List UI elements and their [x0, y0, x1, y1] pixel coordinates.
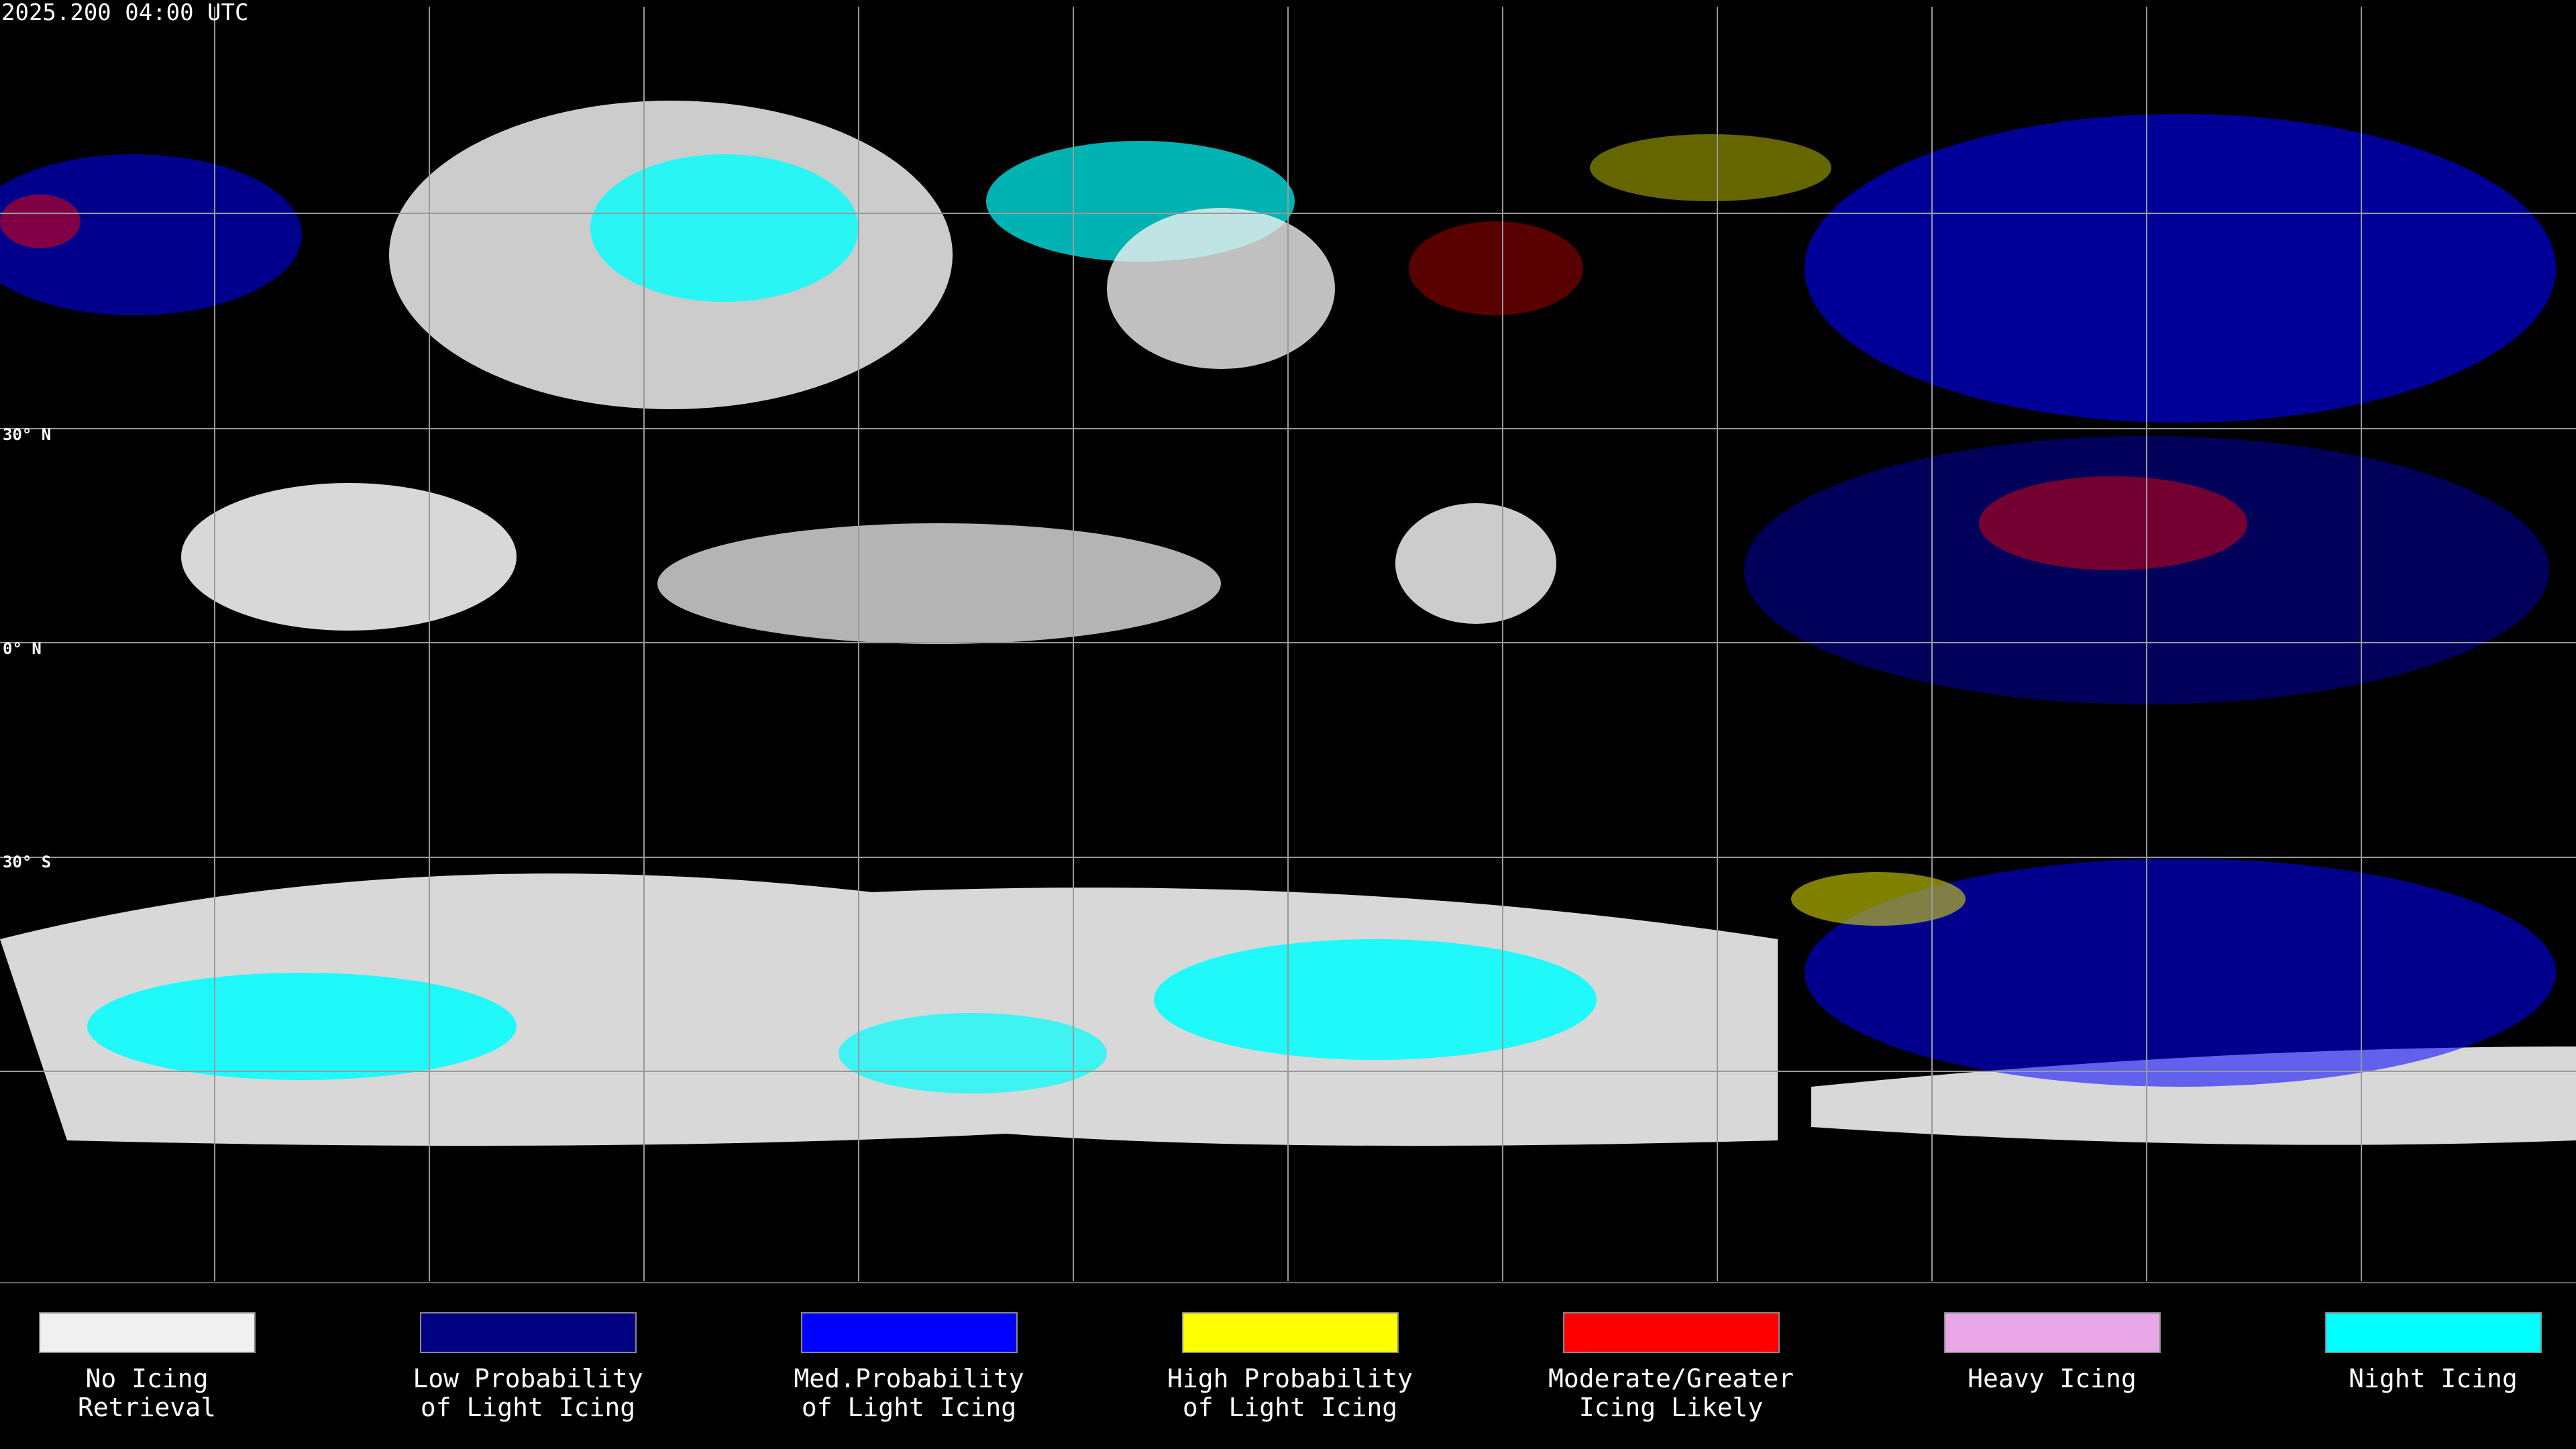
latitude-label: 30° S	[3, 853, 51, 871]
no-icing-area	[657, 523, 1221, 644]
icing-area	[1805, 114, 2556, 423]
legend-label: Low Probability	[413, 1364, 643, 1393]
icing-area	[1791, 872, 1966, 926]
icing-area	[1979, 476, 2247, 570]
icing-area	[1590, 134, 1831, 201]
icing-area	[0, 195, 80, 248]
legend-label: High Probability	[1167, 1364, 1413, 1393]
night-icing-area	[1154, 939, 1597, 1060]
legend-label: of Light Icing	[802, 1393, 1016, 1422]
legend-label: Moderate/Greater	[1548, 1364, 1794, 1393]
legend-label: Night Icing	[2349, 1364, 2518, 1393]
legend-label: Med.Probability	[794, 1364, 1024, 1393]
no-icing-area	[1395, 503, 1556, 624]
latitude-labels: 30° N 0° N 30° S	[3, 425, 51, 871]
legend-swatch	[1563, 1312, 1780, 1353]
legend-label: of Light Icing	[1183, 1393, 1397, 1422]
no-icing-area	[181, 483, 517, 631]
legend-swatch	[39, 1312, 256, 1353]
legend-swatch	[2325, 1312, 2542, 1353]
no-icing-area	[1107, 208, 1335, 369]
timestamp: 2025.200 04:00 UTC	[1, 0, 248, 26]
graticule	[0, 7, 2576, 1283]
latitude-label: 0° N	[3, 639, 42, 658]
legend-label: No Icing	[85, 1364, 208, 1393]
legend-swatch	[1944, 1312, 2161, 1353]
legend-swatch	[420, 1312, 637, 1353]
latitude-label: 30° N	[3, 425, 51, 444]
night-icing-area	[590, 154, 859, 302]
legend-label: Retrieval	[78, 1393, 216, 1422]
legend-label: of Light Icing	[421, 1393, 635, 1422]
icing-area	[1409, 221, 1583, 315]
night-icing-area	[87, 973, 517, 1080]
legend-swatch	[1182, 1312, 1399, 1353]
icing-area	[1805, 859, 2556, 1087]
legend-label: Icing Likely	[1579, 1393, 1764, 1422]
night-icing-area	[839, 1013, 1107, 1093]
legend-label: Heavy Icing	[1968, 1364, 2137, 1393]
legend-swatch	[801, 1312, 1018, 1353]
icing-area	[0, 154, 302, 315]
